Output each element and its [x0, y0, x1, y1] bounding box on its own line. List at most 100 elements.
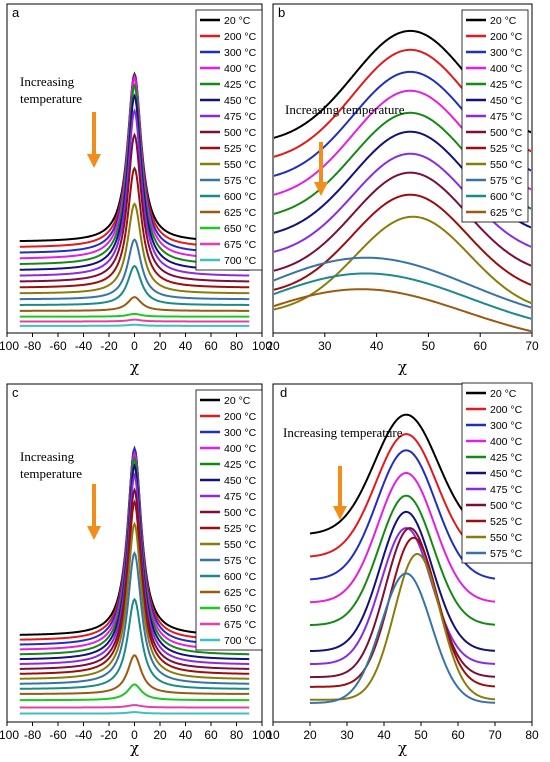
legend-entry: 200 °C: [224, 411, 257, 423]
x-tick-label: 80: [230, 728, 244, 742]
legend-box: [195, 389, 263, 651]
x-tick-label: -60: [49, 728, 67, 742]
x-axis-title: χ: [398, 358, 407, 376]
legend: 20 °C 200 °C 300 °C 400 °C 425 °C 450 °C 475 °…: [195, 389, 263, 651]
series-line: [19, 499, 250, 675]
series-line: [19, 238, 250, 301]
legend-entry: 525 °C: [490, 143, 523, 155]
chart-panel-b: 20 30 40 50 60 70 χ b 20 °C 200 °C 300 °C 400 °C 425…: [266, 3, 539, 376]
series-line: [19, 654, 250, 695]
panel-letter: c: [12, 385, 19, 400]
down-arrow-head-icon: [87, 154, 101, 168]
series-line: [19, 323, 250, 327]
legend-entry: 400 °C: [224, 63, 257, 75]
legend-entry: 300 °C: [490, 47, 523, 59]
series-line: [19, 318, 250, 323]
legend-entry: 550 °C: [224, 539, 257, 551]
series-line: [19, 472, 250, 665]
legend-entry: 575 °C: [490, 548, 523, 560]
legend-entry: 575 °C: [224, 555, 257, 567]
annotation-text: Increasing: [20, 74, 75, 89]
x-axis-title: χ: [398, 739, 407, 757]
legend-entry: 475 °C: [490, 484, 523, 496]
panel-letter: a: [12, 5, 20, 20]
series-line: [19, 597, 250, 690]
series-line: [310, 536, 496, 688]
legend-entry: 525 °C: [224, 523, 257, 535]
legend-entry: 500 °C: [490, 127, 523, 139]
legend-entry: 675 °C: [224, 619, 257, 631]
legend-entry: 650 °C: [224, 603, 257, 615]
series-line: [19, 132, 250, 283]
x-tick-label: 100: [252, 728, 272, 742]
plot-frame: [272, 3, 533, 334]
legend-entry: 200 °C: [490, 404, 523, 416]
x-tick-label: 20: [266, 339, 280, 353]
series-line: [19, 296, 250, 312]
series-line: [19, 312, 250, 318]
legend-entry: 20 °C: [490, 388, 517, 400]
legend-entry: 675 °C: [224, 239, 257, 251]
legend-box: [195, 9, 263, 271]
x-tick-label: 100: [252, 339, 272, 353]
legend-entry: 550 °C: [490, 532, 523, 544]
x-tick-label: 40: [377, 728, 391, 742]
legend: 20 °C 200 °C 300 °C 400 °C 425 °C 450 °C 475 °…: [461, 9, 529, 223]
x-tick-label: -80: [24, 728, 42, 742]
series-line: [19, 521, 250, 680]
legend-entry: 425 °C: [224, 459, 257, 471]
legend-entry: 600 °C: [224, 571, 257, 583]
x-tick-label: 30: [340, 728, 354, 742]
series-line: [309, 472, 496, 604]
chart-panel-c: -100 -80 -60 -40 -20 0 20 40 60 80 100 χ c 20 °C 200 °…: [0, 383, 272, 757]
annotation-text: Increasing temperature: [285, 102, 405, 117]
x-tick-label: 20: [153, 728, 167, 742]
series-line: [309, 527, 496, 666]
series-line: [19, 264, 250, 306]
legend-entry: 600 °C: [490, 191, 523, 203]
legend-entry: 300 °C: [490, 420, 523, 432]
series-line: [274, 171, 531, 272]
legend-entry: 625 °C: [490, 207, 523, 219]
series-line: [19, 487, 250, 670]
chart-panel-d: 10 20 30 40 50 60 70 80 χ d 20 °C 200 °C 300 °C 400 °…: [266, 382, 539, 757]
x-tick-label: 10: [266, 728, 280, 742]
series-line: [309, 510, 496, 653]
x-tick-label: 60: [204, 339, 218, 353]
legend-entry: 525 °C: [224, 143, 257, 155]
series-line: [274, 272, 531, 320]
legend-entry: 700 °C: [224, 635, 257, 647]
legend-entry: 300 °C: [224, 427, 257, 439]
x-tick-label: 50: [422, 339, 436, 353]
x-tick-label: -100: [0, 728, 19, 742]
x-tick-label: -100: [0, 339, 19, 353]
x-tick-label: -20: [100, 728, 118, 742]
down-arrow-head-icon: [333, 506, 347, 520]
legend-entry: 400 °C: [490, 63, 523, 75]
x-tick-label: 50: [414, 728, 428, 742]
x-tick-label: -40: [75, 339, 93, 353]
x-axis-title: χ: [130, 739, 139, 757]
x-tick-label: 20: [153, 339, 167, 353]
x-tick-label: -20: [100, 339, 118, 353]
legend-entry: 550 °C: [224, 159, 257, 171]
down-arrow-head-icon: [87, 526, 101, 540]
x-tick-label: 70: [488, 728, 502, 742]
legend-entry: 575 °C: [224, 175, 257, 187]
legend-entry: 400 °C: [224, 443, 257, 455]
series-line: [19, 108, 250, 277]
legend-entry: 400 °C: [490, 436, 523, 448]
legend-entry: 625 °C: [224, 207, 257, 219]
legend-entry: 500 °C: [490, 500, 523, 512]
legend-entry: 450 °C: [224, 95, 257, 107]
series-line: [309, 527, 496, 679]
legend-entry: 450 °C: [224, 475, 257, 487]
legend-entry: 475 °C: [490, 111, 523, 123]
series-line: [309, 494, 496, 627]
down-arrow-head-icon: [314, 182, 328, 196]
legend: 20 °C 200 °C 300 °C 400 °C 425 °C 450 °C 475 °…: [195, 9, 263, 271]
series-line: [19, 202, 250, 295]
x-tick-label: 60: [204, 728, 218, 742]
legend-entry: 550 °C: [490, 159, 523, 171]
x-tick-label: 0: [131, 728, 138, 742]
